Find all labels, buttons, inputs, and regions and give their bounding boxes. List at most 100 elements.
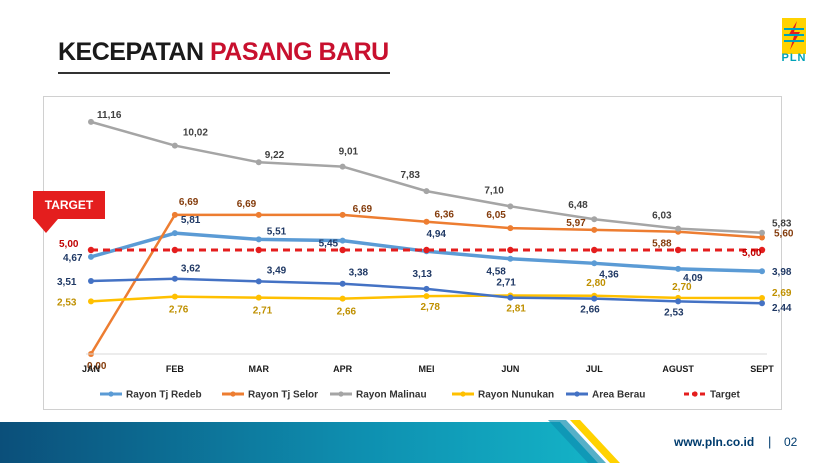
pln-logo-icon bbox=[782, 18, 806, 54]
series-0-label-1: 5,81 bbox=[181, 215, 201, 226]
chart-frame bbox=[43, 96, 782, 410]
series-5-point-3 bbox=[339, 246, 346, 254]
x-tick-label-6: JUL bbox=[586, 364, 604, 374]
series-1-label-6: 5,97 bbox=[566, 218, 586, 229]
x-tick-label-8: SEPT bbox=[750, 364, 774, 374]
series-2-label-0: 11,16 bbox=[97, 110, 122, 121]
series-4-label-3: 3,38 bbox=[349, 268, 369, 279]
series-2-point-2 bbox=[255, 159, 262, 166]
series-2-label-4: 7,83 bbox=[401, 170, 421, 181]
series-0-label-8: 3,98 bbox=[772, 267, 792, 278]
series-4-point-0 bbox=[88, 277, 94, 284]
series-0-point-2 bbox=[255, 236, 262, 243]
series-3-label-7: 2,70 bbox=[672, 282, 692, 293]
legend-marker-4 bbox=[574, 391, 580, 397]
series-1-point-3 bbox=[339, 211, 346, 218]
footer-band bbox=[0, 420, 620, 463]
series-2-label-7: 6,03 bbox=[652, 211, 672, 222]
series-0-point-0 bbox=[88, 253, 94, 260]
series-0-label-0: 4,67 bbox=[63, 253, 83, 264]
series-5-point-8 bbox=[758, 246, 766, 254]
series-3-point-8 bbox=[759, 295, 765, 302]
x-tick-label-1: FEB bbox=[166, 364, 185, 374]
series-5-point-2 bbox=[255, 246, 262, 254]
legend-label-3: Rayon Nunukan bbox=[478, 390, 554, 401]
series-4-label-0: 3,51 bbox=[57, 277, 77, 288]
series-2-point-6 bbox=[591, 216, 598, 223]
page-title-part2: PASANG BARU bbox=[209, 38, 389, 66]
legend-marker-5 bbox=[692, 391, 698, 397]
series-5-label-0: 5,00 bbox=[59, 239, 79, 250]
series-2-point-1 bbox=[171, 142, 178, 149]
series-3-label-2: 2,71 bbox=[253, 306, 273, 317]
target-callout: TARGET bbox=[33, 191, 105, 219]
series-2-point-3 bbox=[339, 163, 346, 170]
series-2-label-5: 7,10 bbox=[484, 185, 504, 196]
series-5-point-6 bbox=[591, 246, 598, 254]
series-4-point-3 bbox=[339, 280, 346, 287]
x-tick-label-4: MEI bbox=[418, 364, 434, 374]
series-1-point-8 bbox=[759, 234, 765, 241]
series-5-point-5 bbox=[507, 246, 514, 254]
series-0-point-1 bbox=[171, 230, 178, 237]
series-5-label-8: 5,00 bbox=[742, 248, 762, 259]
legend-label-1: Rayon Tj Selor bbox=[248, 390, 318, 401]
series-2-label-2: 9,22 bbox=[265, 150, 285, 161]
series-4-label-5: 2,71 bbox=[496, 278, 516, 289]
series-5-point-1 bbox=[171, 246, 179, 254]
series-4-point-6 bbox=[591, 295, 598, 302]
series-0-label-5: 4,58 bbox=[486, 267, 506, 278]
series-4-label-7: 2,53 bbox=[664, 307, 684, 318]
footer-separator: | bbox=[768, 434, 772, 449]
series-4-point-1 bbox=[171, 275, 178, 282]
series-0-label-6: 4,36 bbox=[599, 269, 619, 280]
series-1-label-7: 5,88 bbox=[652, 239, 672, 250]
series-0-point-7 bbox=[675, 265, 682, 272]
legend-marker-2 bbox=[338, 391, 344, 397]
series-4-label-2: 3,49 bbox=[267, 265, 287, 276]
series-5-point-4 bbox=[423, 246, 430, 254]
legend-marker-3 bbox=[460, 391, 466, 397]
series-3-point-3 bbox=[339, 295, 346, 302]
series-0-point-8 bbox=[759, 268, 765, 275]
series-4-point-4 bbox=[423, 285, 430, 292]
footer-url[interactable]: www.pln.co.id bbox=[674, 435, 755, 449]
series-2-label-6: 6,48 bbox=[568, 200, 588, 211]
series-1-point-2 bbox=[255, 211, 262, 218]
series-1-label-8: 5,60 bbox=[774, 229, 794, 240]
series-2-label-1: 10,02 bbox=[183, 128, 208, 139]
series-1-label-5: 6,05 bbox=[486, 210, 506, 221]
legend-marker-1 bbox=[230, 391, 236, 397]
target-callout-arrow bbox=[34, 219, 58, 233]
target-callout-arrow-stem bbox=[40, 212, 52, 220]
series-1-point-6 bbox=[591, 226, 598, 233]
series-1-label-4: 6,36 bbox=[435, 210, 455, 221]
series-0-label-3: 5,45 bbox=[319, 239, 339, 250]
series-4-label-6: 2,66 bbox=[580, 305, 600, 316]
x-tick-label-0: JAN bbox=[82, 364, 100, 374]
series-0-point-6 bbox=[591, 260, 598, 267]
series-3-point-4 bbox=[423, 293, 430, 300]
legend-label-4: Area Berau bbox=[592, 390, 645, 401]
series-1-label-0: 0,00 bbox=[87, 361, 107, 372]
series-3-label-8: 2,69 bbox=[772, 288, 792, 299]
series-3-label-0: 2,53 bbox=[57, 297, 77, 308]
series-3-label-6: 2,80 bbox=[586, 278, 606, 289]
page-number: 02 bbox=[784, 435, 798, 449]
series-3-label-3: 2,66 bbox=[337, 307, 357, 318]
series-1-point-5 bbox=[507, 225, 514, 232]
series-0-point-3 bbox=[339, 237, 346, 244]
series-3-label-1: 2,76 bbox=[169, 305, 189, 316]
series-3-point-2 bbox=[255, 294, 262, 301]
legend-marker-0 bbox=[108, 391, 114, 397]
series-3-label-4: 2,78 bbox=[421, 302, 441, 313]
legend-label-2: Rayon Malinau bbox=[356, 390, 427, 401]
series-1-point-1 bbox=[171, 211, 178, 218]
series-3-label-5: 2,81 bbox=[506, 304, 526, 315]
series-1-label-3: 6,69 bbox=[353, 204, 373, 215]
x-tick-label-7: AGUST bbox=[662, 364, 694, 374]
series-0-point-5 bbox=[507, 255, 514, 262]
series-3-point-1 bbox=[171, 293, 178, 300]
series-2-label-3: 9,01 bbox=[339, 147, 359, 158]
